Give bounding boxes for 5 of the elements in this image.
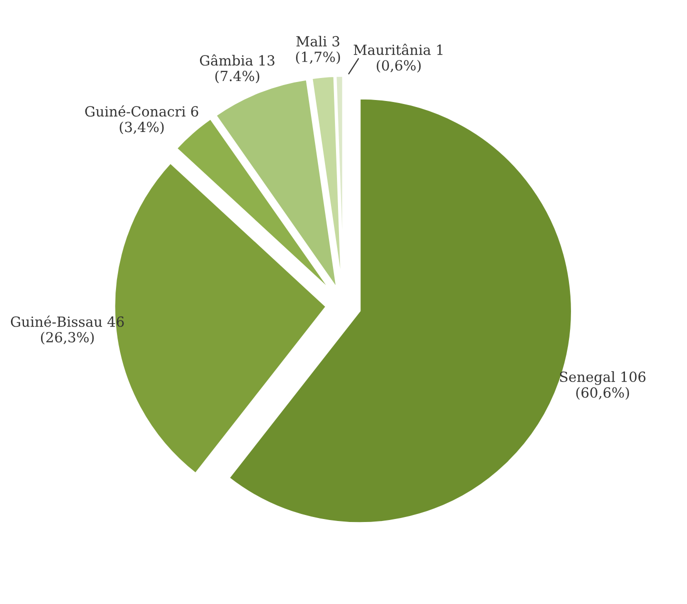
slice-label: Senegal 106 (60,6%) <box>560 371 646 400</box>
slice-label: Mali 3 (1,7%) <box>296 36 340 64</box>
slice-label: Guiné-Conacri 6 (3,4%) <box>85 105 198 134</box>
slice-label: Mauritânia 1 (0,6%) <box>354 44 442 73</box>
slice-label: Gâmbia 13 (7.4%) <box>200 54 274 84</box>
